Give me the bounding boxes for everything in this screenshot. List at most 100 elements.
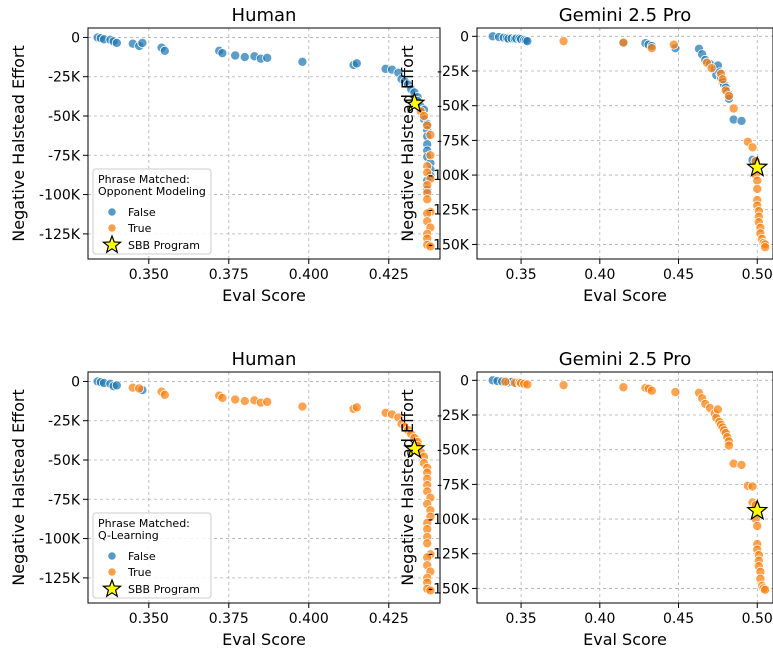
y-tick-label: 0	[71, 30, 80, 46]
point-true	[422, 120, 433, 131]
point-true	[262, 396, 273, 407]
point-true	[134, 383, 145, 394]
point-true	[752, 175, 763, 186]
subplot-2: 0.35 0.40 0.45 0.50 0 -25K -50K -75K -100K -125K -…	[398, 5, 773, 305]
point-true	[230, 394, 241, 405]
x-tick-label: 0.45	[663, 267, 694, 283]
point-false	[351, 58, 362, 69]
legend-marker-false	[107, 207, 117, 217]
point-true	[239, 396, 250, 407]
y-tick-label: -150K	[428, 581, 470, 597]
x-tick-label: 0.45	[663, 611, 694, 627]
point-true	[618, 382, 629, 393]
x-tick-label: 0.35	[505, 267, 536, 283]
y-tick-label: -50K	[48, 109, 81, 125]
x-tick-label: 0.375	[209, 267, 249, 283]
y-tick-label: -125K	[428, 203, 470, 219]
y-tick-label: 0	[460, 29, 469, 45]
y-tick-label: -125K	[428, 547, 470, 563]
x-tick-label: 0.35	[505, 611, 536, 627]
y-tick-label: 0	[460, 373, 469, 389]
x-tick-label: 0.400	[289, 267, 329, 283]
y-tick-label: -50K	[48, 453, 81, 469]
point-true	[558, 380, 569, 391]
point-false	[111, 37, 122, 48]
point-true	[351, 402, 362, 413]
plot-frame	[476, 27, 773, 260]
y-tick-label: -25K	[437, 408, 470, 424]
point-false	[522, 36, 533, 47]
point-true	[706, 63, 717, 74]
y-axis-label: Negative Halstead Effort	[9, 45, 28, 241]
y-tick-label: -75K	[48, 148, 81, 164]
point-true	[747, 481, 758, 492]
point-true	[522, 379, 533, 390]
data-points	[92, 376, 436, 596]
point-false	[111, 380, 122, 391]
legend-entry-label: SBB Program	[128, 583, 200, 596]
y-tick-label: -25K	[437, 64, 470, 80]
point-true	[752, 521, 763, 532]
subplot-title: Human	[232, 349, 297, 370]
x-tick-label: 0.425	[369, 611, 409, 627]
point-true	[717, 74, 728, 85]
point-true	[422, 538, 433, 549]
y-tick-label: -25K	[48, 70, 81, 86]
legend-entry-label: False	[128, 206, 156, 219]
x-axis-label: Eval Score	[583, 286, 667, 305]
point-true	[736, 459, 747, 470]
legend-marker-false	[107, 551, 117, 561]
point-true	[297, 401, 308, 412]
subplot-3: 0.350 0.375 0.400 0.425 0 -25K -50K -75K -100K -1…	[9, 349, 441, 649]
y-tick-label: -125K	[39, 227, 81, 243]
point-true	[670, 387, 681, 398]
legend-entry-label: False	[128, 550, 156, 563]
point-false	[217, 48, 228, 59]
point-true	[425, 585, 436, 596]
subplot-title: Human	[232, 5, 297, 26]
point-true	[425, 150, 436, 161]
point-true	[500, 376, 511, 387]
y-tick-label: 0	[71, 374, 80, 390]
subplot-4: 0.35 0.40 0.45 0.50 0 -25K -50K -75K -100K -125K -…	[398, 349, 773, 649]
point-true	[425, 241, 436, 252]
point-true	[418, 111, 429, 122]
grid	[88, 372, 440, 603]
sbb-program-star	[403, 437, 426, 459]
legend-title: Phrase Matched:	[98, 173, 190, 186]
point-true	[760, 584, 771, 595]
subplot-title: Gemini 2.5 Pro	[559, 349, 692, 370]
point-true	[425, 129, 436, 140]
y-tick-label: -50K	[437, 99, 470, 115]
point-true	[217, 392, 228, 403]
legend-entry-label: True	[127, 222, 152, 235]
plot-frame	[87, 371, 441, 604]
legend-entry-label: SBB Program	[128, 239, 200, 252]
point-false	[239, 52, 250, 63]
y-tick-label: -100K	[428, 512, 470, 528]
grid	[477, 28, 773, 259]
y-tick-label: -125K	[39, 571, 81, 587]
subplot-title: Gemini 2.5 Pro	[559, 5, 692, 26]
x-tick-label: 0.425	[369, 267, 409, 283]
y-tick-label: -100K	[39, 188, 81, 204]
x-tick-label: 0.50	[742, 611, 773, 627]
legend-marker-star	[101, 234, 123, 254]
y-tick-label: -50K	[437, 443, 470, 459]
legend: Phrase Matched:Q-Learning False True SBB Pr…	[92, 512, 212, 599]
legend-entry-label: True	[127, 566, 152, 579]
x-tick-label: 0.400	[289, 611, 329, 627]
plot-frame	[476, 371, 773, 604]
point-true	[712, 404, 723, 415]
sbb-program-star	[746, 155, 769, 177]
y-axis-label: Negative Halstead Effort	[398, 389, 417, 585]
legend-marker-true	[107, 567, 117, 577]
point-true	[558, 36, 569, 47]
legend-title: Phrase Matched:	[98, 517, 190, 530]
plot-frame	[87, 27, 441, 260]
x-axis-label: Eval Score	[222, 630, 306, 649]
point-true	[668, 39, 679, 50]
legend-frame	[92, 168, 212, 255]
point-false	[159, 45, 170, 56]
